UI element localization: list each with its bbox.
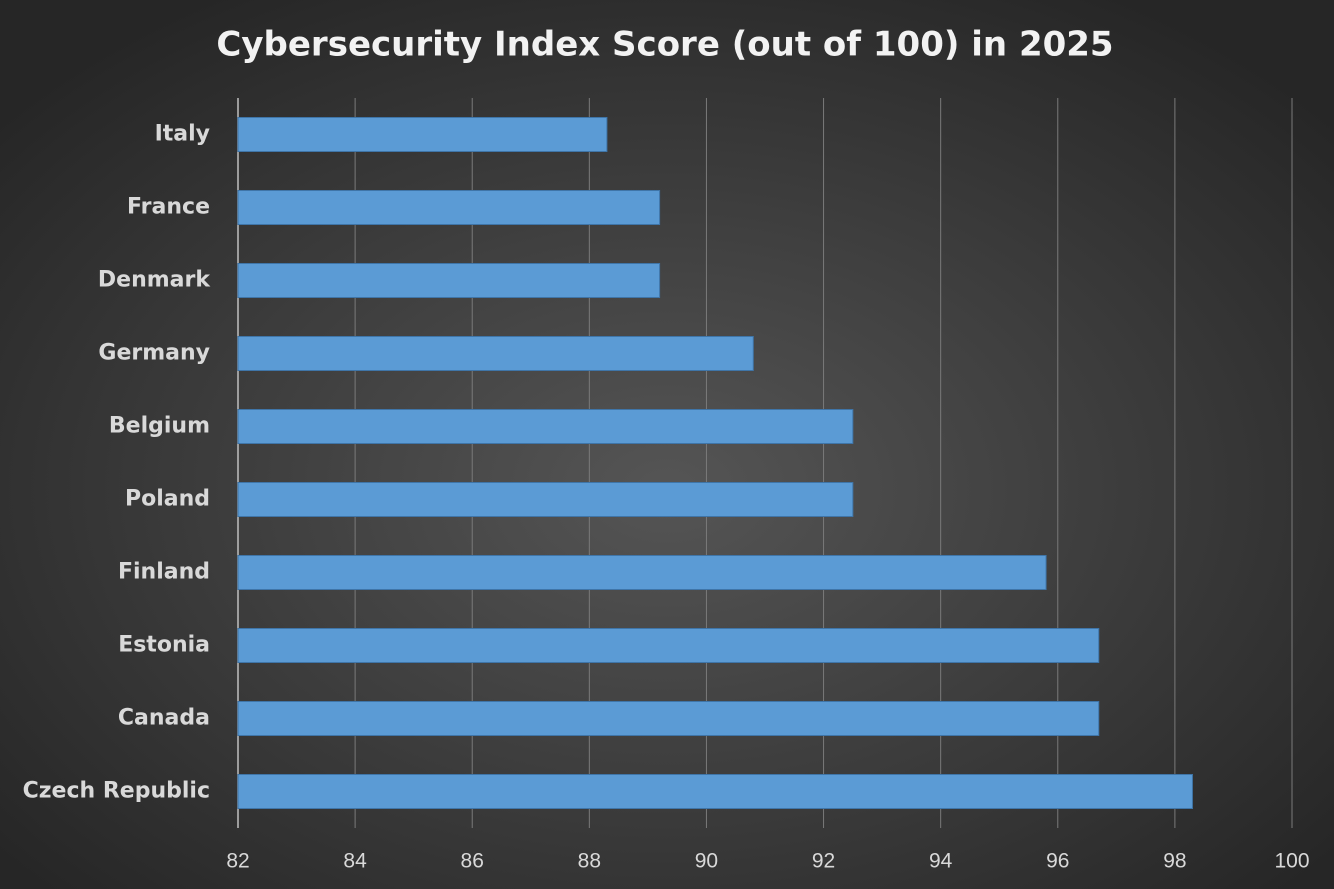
y-tick-label: Denmark — [98, 268, 211, 293]
bar — [237, 409, 854, 444]
bar — [237, 628, 1100, 663]
x-tick-label: 94 — [929, 850, 953, 873]
y-tick-label: Estonia — [118, 633, 210, 658]
bar — [237, 117, 608, 152]
x-tick-label: 90 — [695, 850, 718, 873]
x-tick-label: 100 — [1274, 850, 1309, 873]
y-tick-label: Germany — [98, 341, 210, 366]
bar — [237, 263, 661, 298]
y-tick-label: Italy — [155, 122, 210, 147]
y-tick-label: Poland — [125, 487, 210, 512]
bar — [237, 482, 854, 517]
x-tick-label: 88 — [578, 850, 601, 873]
bar — [237, 555, 1047, 590]
y-tick-label: Canada — [118, 706, 210, 731]
chart-title: Cybersecurity Index Score (out of 100) i… — [216, 25, 1113, 65]
x-tick-label: 82 — [226, 850, 249, 873]
bar — [237, 336, 754, 371]
y-tick-label: Belgium — [109, 414, 210, 439]
x-tick-label: 84 — [343, 850, 367, 873]
y-tick-label: France — [127, 195, 210, 220]
y-tick-label: Czech Republic — [23, 779, 210, 804]
x-tick-label: 96 — [1046, 850, 1069, 873]
bar — [237, 190, 661, 225]
x-tick-label: 92 — [812, 850, 835, 873]
bar — [237, 701, 1100, 736]
x-tick-label: 86 — [461, 850, 484, 873]
bar — [237, 774, 1193, 809]
y-tick-label: Finland — [118, 560, 210, 585]
x-tick-label: 98 — [1163, 850, 1186, 873]
